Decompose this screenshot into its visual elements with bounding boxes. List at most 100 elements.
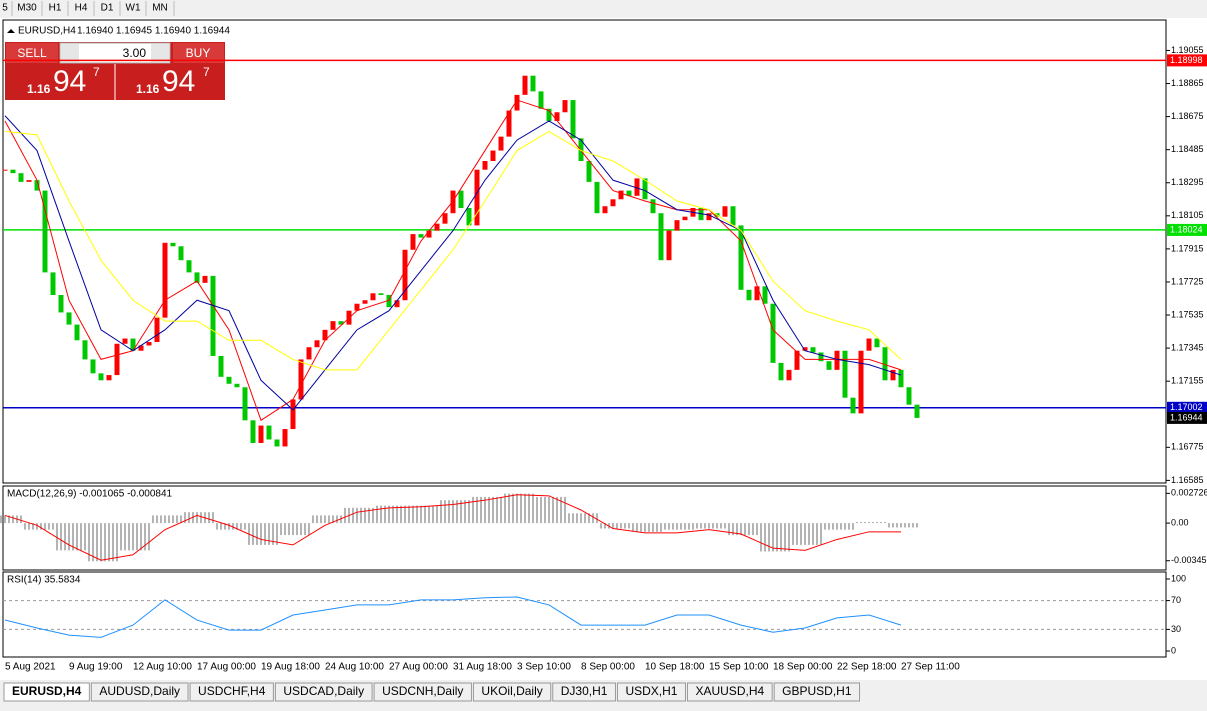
tab-frame[interactable] — [90, 682, 189, 702]
x-tick-label: 12 Aug 10:00 — [133, 662, 192, 673]
buy-frac[interactable]: 7 — [203, 65, 210, 79]
candle — [898, 369, 904, 388]
sell-frac[interactable]: 7 — [93, 65, 100, 79]
candle — [810, 347, 816, 353]
lot-down[interactable] — [61, 44, 79, 62]
tab-frame[interactable] — [616, 682, 686, 702]
buy-button[interactable] — [173, 43, 224, 63]
candle — [258, 425, 264, 443]
tab-frame[interactable] — [3, 682, 90, 702]
symbol-tab[interactable]: DJ30,H1 — [561, 684, 608, 698]
candle — [602, 206, 608, 214]
candle — [738, 225, 744, 290]
candle — [402, 249, 408, 301]
timeframe-button[interactable]: H1 — [49, 3, 62, 14]
macd-bar — [695, 523, 727, 529]
candle — [186, 260, 192, 273]
macd-bar — [599, 523, 631, 529]
y-tick-label: 1.17535 — [1171, 309, 1204, 319]
tab-frame[interactable] — [552, 682, 616, 702]
symbol-tab[interactable]: USDX,H1 — [625, 684, 677, 698]
timeframe-button[interactable]: MN — [152, 3, 168, 14]
buy-label[interactable]: BUY — [186, 46, 211, 60]
candle — [866, 338, 872, 351]
timeframe-button[interactable]: 5 — [2, 3, 8, 14]
symbol-tab[interactable]: EURUSD,H4 — [12, 684, 82, 698]
timeframe-button[interactable]: H4 — [75, 3, 88, 14]
candle — [154, 317, 160, 343]
lot-value[interactable]: 3.00 — [123, 46, 147, 60]
lot-input[interactable] — [59, 42, 171, 64]
candle — [114, 343, 120, 376]
candle — [338, 321, 344, 325]
timeframe-button[interactable]: M30 — [17, 3, 37, 14]
macd-bar — [887, 523, 919, 528]
candle — [410, 234, 416, 250]
sell-label[interactable]: SELL — [17, 46, 47, 60]
x-tick-label: 27 Sep 11:00 — [901, 662, 960, 673]
candle — [770, 303, 776, 363]
macd-bar — [151, 515, 183, 524]
candle — [122, 338, 128, 344]
symbol-tab[interactable]: USDCAD,Daily — [283, 684, 364, 698]
tab-frame[interactable] — [373, 682, 472, 702]
level-tag — [1167, 54, 1207, 67]
buy-big[interactable]: 1.16 — [136, 82, 160, 96]
candle — [706, 213, 712, 221]
timeframe-button[interactable]: W1 — [126, 3, 141, 14]
candle — [642, 178, 648, 200]
symbol-tab[interactable]: XAUUSD,H4 — [695, 684, 764, 698]
tab-frame[interactable] — [472, 682, 552, 702]
tab-frame[interactable] — [773, 682, 861, 702]
candle — [378, 293, 384, 296]
candle — [618, 190, 624, 200]
candle — [138, 345, 144, 351]
candle — [370, 293, 376, 301]
level-tag — [1167, 401, 1207, 414]
y-tick-label: 1.18675 — [1171, 111, 1204, 121]
y-tick-label: 70 — [1171, 595, 1181, 605]
x-tick-label: 9 Aug 19:00 — [69, 662, 123, 673]
rsi-title: RSI(14) 35.5834 — [7, 575, 81, 586]
candle — [322, 329, 328, 341]
lot-up[interactable] — [151, 44, 169, 62]
candle — [834, 350, 840, 370]
sell-pips[interactable]: 94 — [53, 65, 86, 98]
y-tick-label: 0 — [1171, 645, 1176, 655]
candle — [730, 206, 736, 226]
macd-bar — [823, 523, 855, 530]
y-tick-label: 1.18485 — [1171, 144, 1204, 154]
sell-big[interactable]: 1.16 — [27, 82, 51, 96]
candle — [178, 246, 184, 261]
symbol-tab[interactable]: USDCHF,H4 — [198, 684, 266, 698]
candle — [634, 178, 640, 196]
candle — [762, 286, 768, 304]
candle — [722, 206, 728, 217]
candle — [282, 429, 288, 447]
tab-frame[interactable] — [686, 682, 773, 702]
tab-frame[interactable] — [274, 682, 373, 702]
tab-frame[interactable] — [189, 682, 274, 702]
x-tick-label: 18 Sep 00:00 — [773, 662, 833, 673]
candle — [362, 300, 368, 304]
candle — [250, 420, 256, 443]
symbol-tab[interactable]: UKOil,Daily — [481, 684, 542, 698]
sell-button[interactable] — [6, 43, 58, 63]
symbol-tab[interactable]: AUDUSD,Daily — [99, 684, 180, 698]
macd-bar — [567, 513, 599, 524]
timeframe-button[interactable]: D1 — [101, 3, 114, 14]
macd-bar — [471, 496, 503, 524]
candle — [482, 160, 488, 170]
symbol-tab[interactable]: GBPUSD,H1 — [782, 684, 852, 698]
candle — [234, 383, 240, 388]
candle — [554, 112, 560, 121]
symbol-tab[interactable]: USDCNH,Daily — [382, 684, 463, 698]
signal-line — [4, 494, 901, 561]
chart-window — [0, 18, 1207, 680]
candle — [218, 355, 224, 377]
candle — [594, 181, 600, 214]
buy-pips[interactable]: 94 — [162, 65, 195, 98]
candle — [682, 216, 688, 221]
candle — [194, 272, 200, 283]
